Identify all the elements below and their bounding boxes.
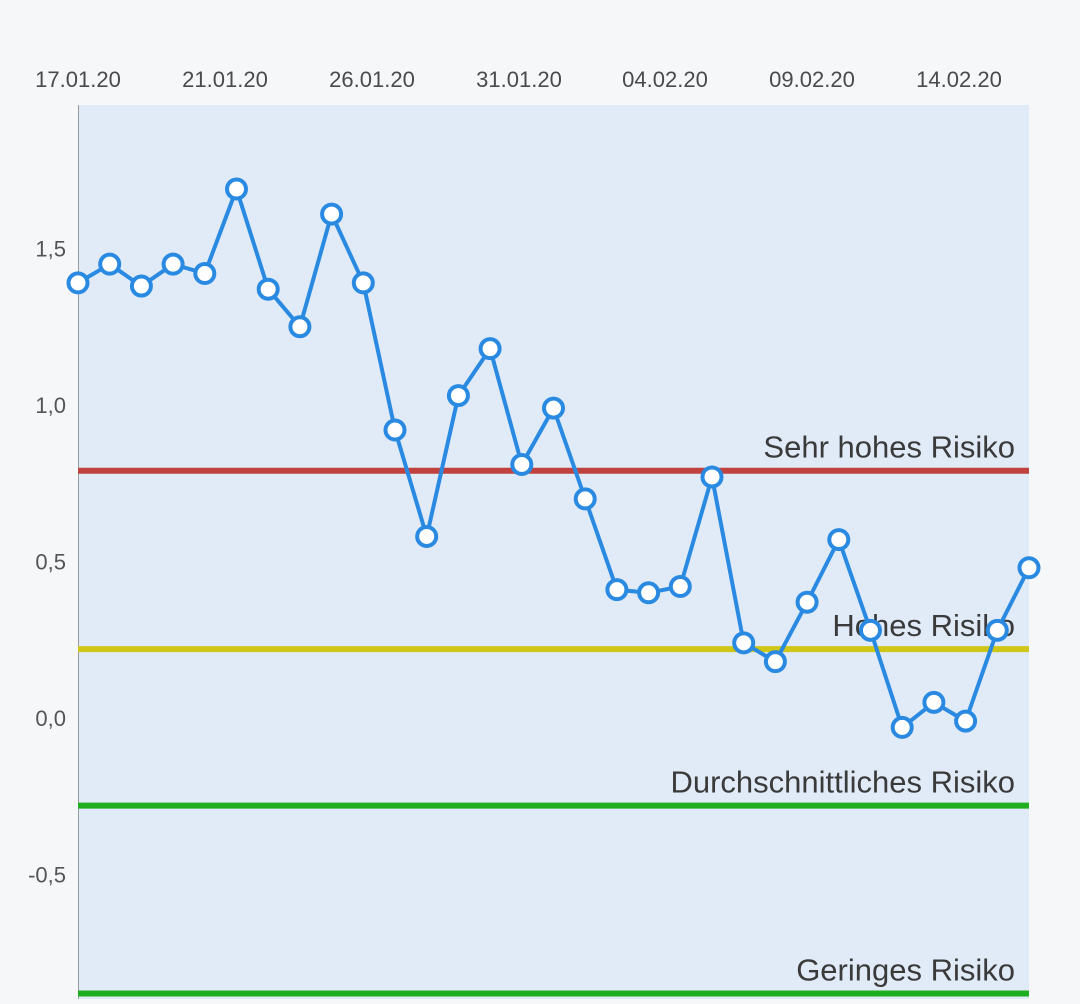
x-tick-label: 17.01.20 bbox=[35, 67, 121, 92]
data-point[interactable] bbox=[351, 271, 375, 295]
data-point[interactable] bbox=[954, 709, 978, 733]
y-tick-label: 0,5 bbox=[35, 550, 66, 575]
data-point[interactable] bbox=[637, 581, 661, 605]
x-tick-label: 31.01.20 bbox=[476, 67, 562, 92]
data-point[interactable] bbox=[605, 578, 629, 602]
data-point[interactable] bbox=[542, 396, 565, 420]
data-point[interactable] bbox=[98, 252, 122, 276]
data-point[interactable] bbox=[985, 618, 1009, 642]
y-tick-label: 0,0 bbox=[35, 706, 66, 731]
data-point[interactable] bbox=[668, 575, 692, 599]
data-point[interactable] bbox=[415, 524, 439, 548]
data-point[interactable] bbox=[795, 590, 819, 614]
data-point[interactable] bbox=[763, 650, 787, 674]
data-point[interactable] bbox=[161, 252, 185, 276]
x-tick-label: 14.02.20 bbox=[916, 67, 1002, 92]
plot-background bbox=[78, 105, 1029, 999]
data-point[interactable] bbox=[510, 452, 534, 476]
y-tick-label: -0,5 bbox=[28, 863, 66, 888]
data-point[interactable] bbox=[288, 315, 312, 339]
data-point[interactable] bbox=[890, 715, 914, 739]
data-point[interactable] bbox=[922, 690, 946, 714]
y-tick-label: 1,5 bbox=[35, 237, 66, 262]
x-axis-tick-labels: 17.01.20 21.01.20 26.01.20 31.01.20 04.02.20… bbox=[35, 67, 1002, 92]
x-tick-label: 21.01.20 bbox=[182, 67, 268, 92]
x-tick-label: 04.02.20 bbox=[622, 67, 708, 92]
data-point[interactable] bbox=[446, 384, 470, 408]
data-point[interactable] bbox=[732, 631, 756, 655]
data-point[interactable] bbox=[859, 618, 882, 642]
data-point[interactable] bbox=[827, 528, 851, 552]
data-point[interactable] bbox=[225, 177, 248, 201]
data-point[interactable] bbox=[573, 487, 597, 511]
threshold-label: Geringes Risiko bbox=[796, 952, 1015, 987]
data-point[interactable] bbox=[1017, 556, 1041, 580]
x-tick-label: 26.01.20 bbox=[329, 67, 415, 92]
data-point[interactable] bbox=[129, 274, 153, 298]
risk-series bbox=[66, 177, 1041, 739]
threshold-label: Sehr hohes Risiko bbox=[763, 430, 1015, 465]
data-point[interactable] bbox=[320, 202, 344, 226]
data-point[interactable] bbox=[383, 418, 407, 442]
y-axis-tick-labels: 1,5 1,0 0,5 0,0 -0,5 bbox=[28, 237, 66, 888]
data-point[interactable] bbox=[256, 277, 280, 301]
y-tick-label: 1,0 bbox=[35, 393, 66, 418]
data-point[interactable] bbox=[700, 465, 724, 489]
data-point[interactable] bbox=[193, 262, 217, 286]
data-point[interactable] bbox=[66, 271, 90, 295]
threshold-label: Durchschnittliches Risiko bbox=[670, 765, 1015, 800]
x-tick-label: 09.02.20 bbox=[769, 67, 855, 92]
data-point[interactable] bbox=[478, 337, 502, 361]
